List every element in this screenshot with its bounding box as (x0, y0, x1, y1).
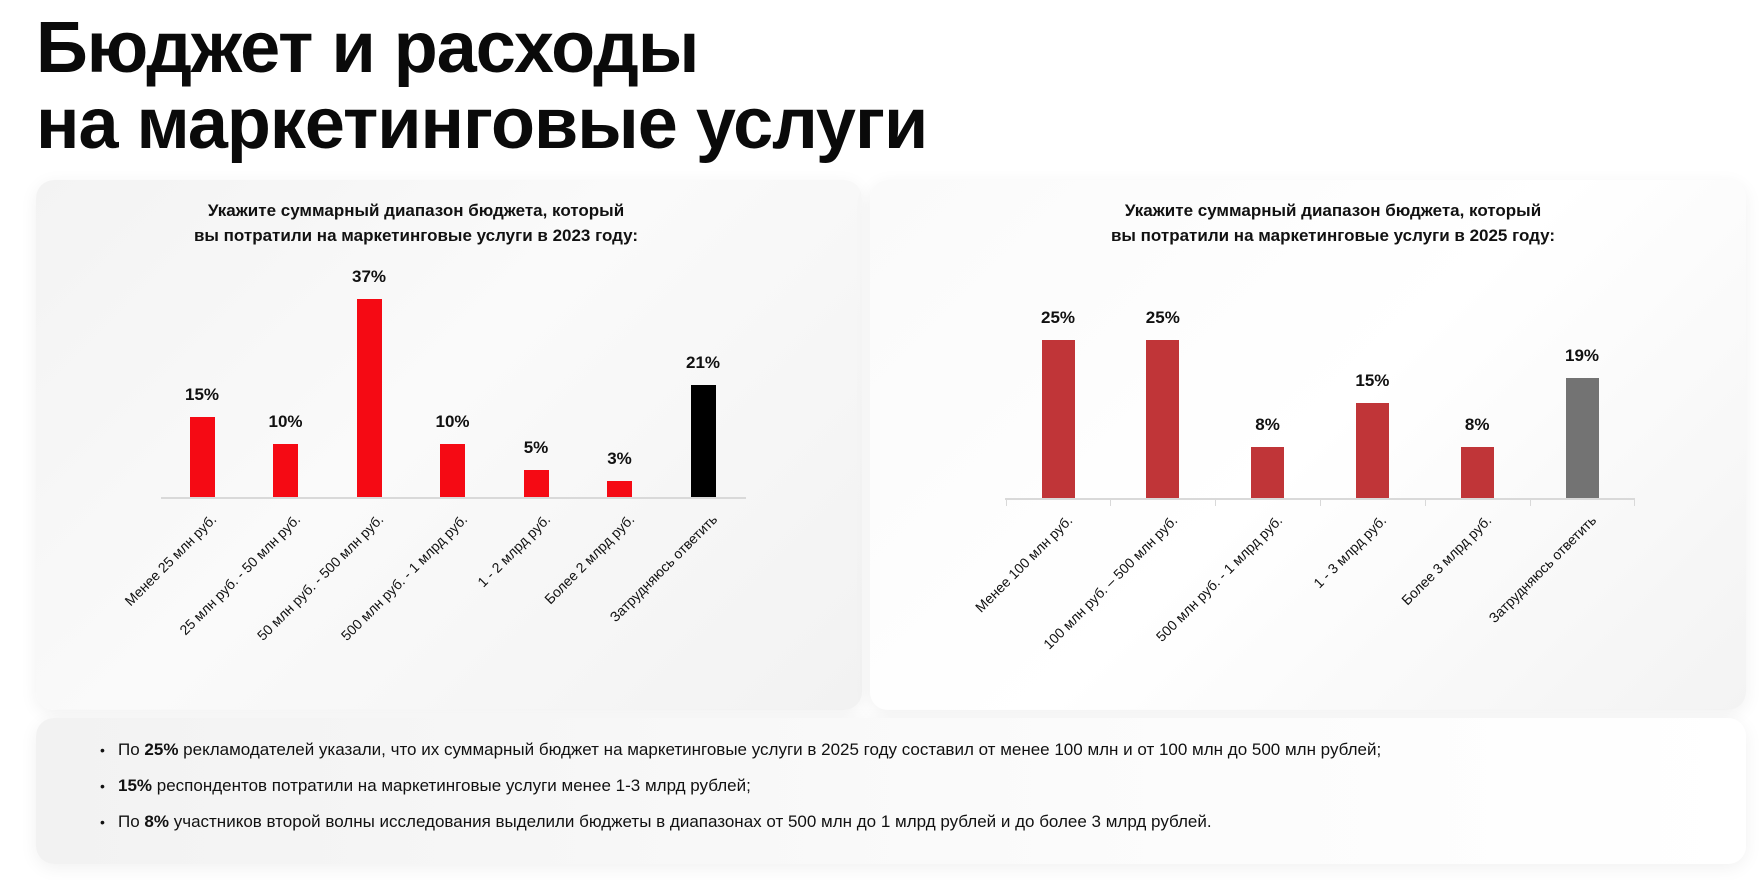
summary-item: 15% респондентов потратили на маркетинго… (100, 773, 1381, 809)
summary-text: По (118, 812, 145, 831)
chart-card-2023 (36, 180, 862, 710)
chart-title-line-1: Укажите суммарный диапазон бюджета, кото… (1124, 201, 1542, 220)
chart-title-text: вы потратили на маркетинговые услуги (193, 226, 538, 245)
summary-text: По (118, 740, 145, 759)
page-title-line-1: Бюджет и расходы (36, 8, 699, 88)
summary-item: По 8% участников второй волны исследован… (100, 809, 1381, 845)
summary-list: По 25% рекламодателей указали, что их су… (100, 737, 1381, 845)
page-title: Бюджет и расходы на маркетинговые услуги (36, 8, 928, 164)
page-title-line-2: на маркетинговые услуги (36, 84, 928, 164)
chart-title-year: в 2025 году: (1454, 226, 1556, 245)
summary-highlight: 25% (144, 740, 179, 759)
summary-highlight: 8% (144, 812, 169, 831)
chart-title-2025: Укажите суммарный диапазон бюджета, кото… (1111, 198, 1555, 248)
summary-item: По 25% рекламодателей указали, что их су… (100, 737, 1381, 773)
chart-title-text: вы потратили на маркетинговые услуги (1110, 226, 1455, 245)
chart-title-line-1: Укажите суммарный диапазон бюджета, кото… (207, 201, 625, 220)
chart-title-line-2: вы потратили на маркетинговые услуги в 2… (1111, 223, 1555, 248)
chart-card-2025 (870, 180, 1746, 710)
summary-highlight: 15% (118, 776, 153, 795)
chart-title-year: в 2023 году: (537, 226, 639, 245)
chart-title-line-2: вы потратили на маркетинговые услуги в 2… (194, 223, 638, 248)
summary-text: рекламодателей указали, что их суммарный… (178, 740, 1382, 759)
summary-text: участников второй волны исследования выд… (168, 812, 1212, 831)
chart-title-2023: Укажите суммарный диапазон бюджета, кото… (194, 198, 638, 248)
summary-text: респондентов потратили на маркетинговые … (152, 776, 751, 795)
